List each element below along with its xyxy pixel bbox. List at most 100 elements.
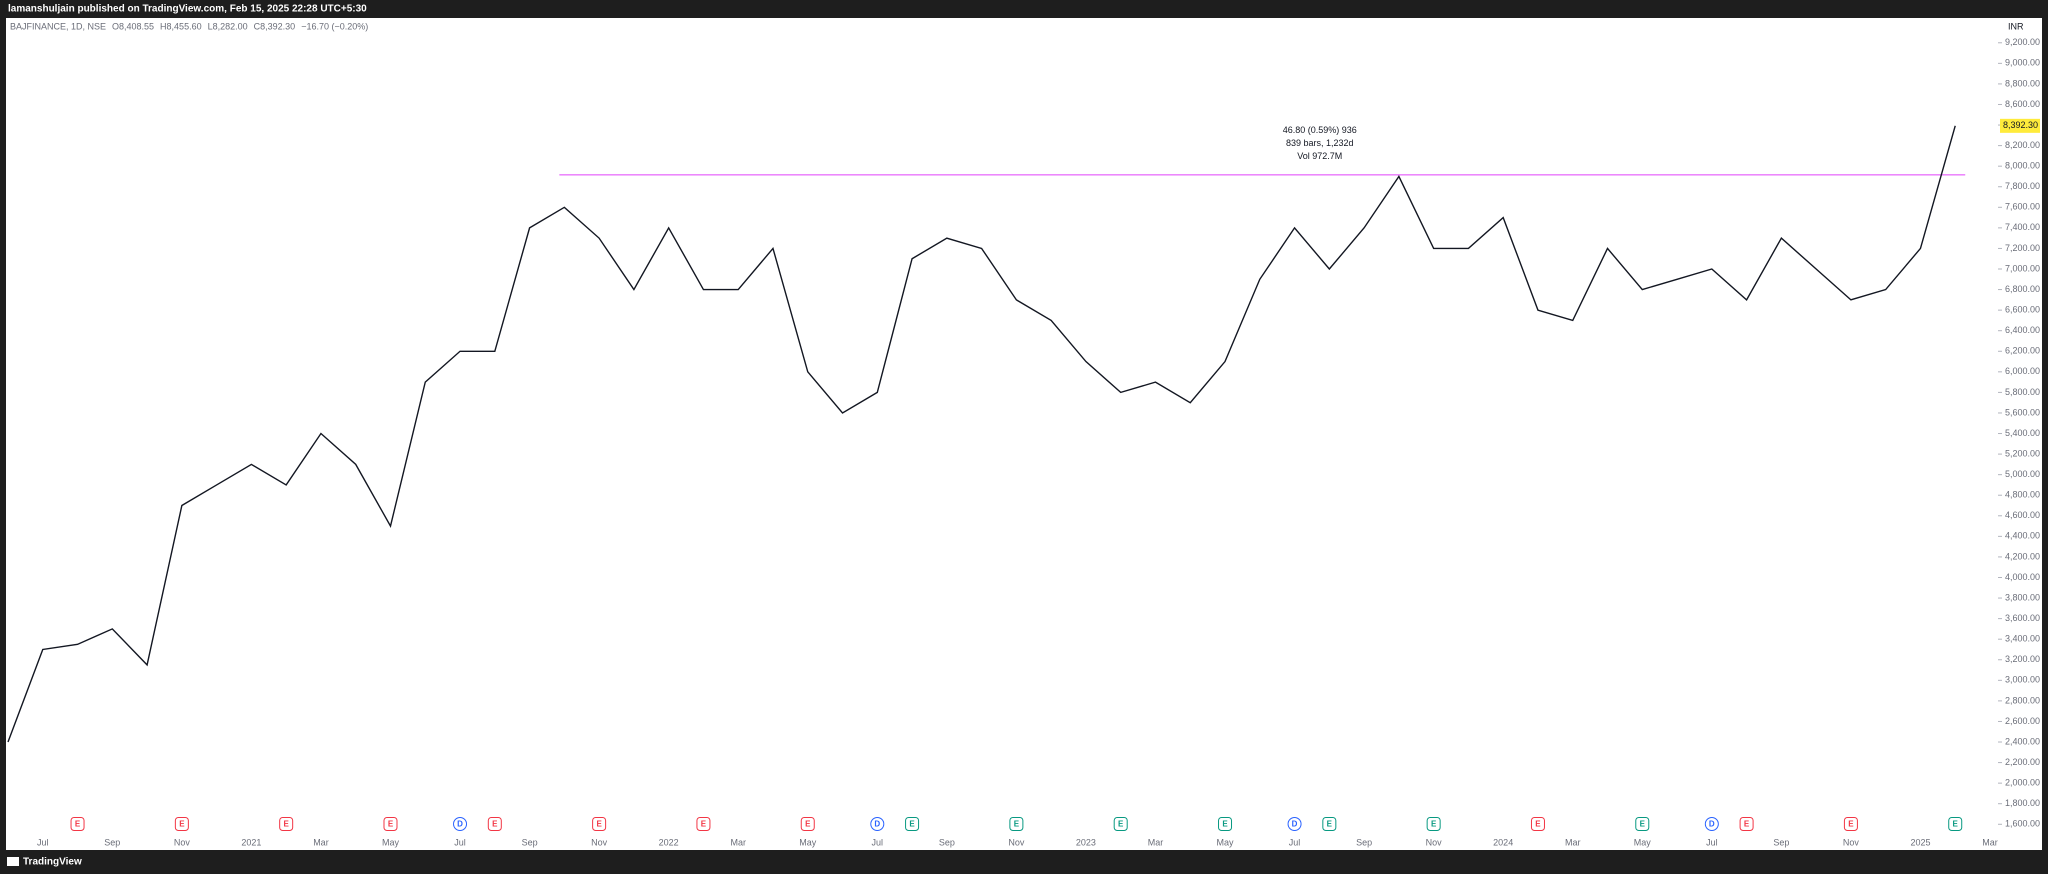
event-marker: E (800, 817, 815, 831)
event-label: E (1535, 820, 1541, 829)
event-marker: E (1843, 817, 1858, 831)
event-marker: E (487, 817, 502, 831)
measure-label: 839 bars, 1,232d (1286, 138, 1354, 148)
event-badge (1426, 817, 1441, 831)
y-tick-label: 8,000.00 (2005, 161, 2040, 171)
event-marker: E (383, 817, 398, 831)
last-price-label: 8,392.30 (2003, 120, 2038, 130)
event-marker: E (696, 817, 711, 831)
y-tick-label: 8,800.00 (2005, 78, 2040, 88)
y-tick-label: 4,200.00 (2005, 551, 2040, 561)
x-tick-label: 2025 (1910, 837, 1930, 847)
y-tick-label: 2,600.00 (2005, 716, 2040, 726)
event-marker: E (279, 817, 294, 831)
event-label: E (1640, 820, 1646, 829)
event-badge (1113, 817, 1128, 831)
event-label: E (1118, 820, 1124, 829)
event-badge (174, 817, 189, 831)
event-marker: D (870, 817, 885, 831)
last-price-tag (2000, 118, 2040, 133)
x-tick-label: Mar (1565, 837, 1581, 847)
x-tick-label: May (1634, 837, 1652, 847)
y-tick-label: 7,200.00 (2005, 243, 2040, 253)
event-marker: E (1218, 817, 1233, 831)
y-tick-label: 3,400.00 (2005, 634, 2040, 644)
x-tick-label: 2021 (241, 837, 261, 847)
event-label: E (1953, 820, 1959, 829)
x-tick-label: Mar (730, 837, 746, 847)
y-tick-label: 4,800.00 (2005, 490, 2040, 500)
event-label: E (701, 820, 707, 829)
y-tick-label: 4,600.00 (2005, 510, 2040, 520)
event-marker: D (1704, 817, 1719, 831)
y-tick-label: 8,200.00 (2005, 140, 2040, 150)
y-tick-label: 6,400.00 (2005, 325, 2040, 335)
y-tick-label: 2,800.00 (2005, 695, 2040, 705)
y-tick-label: 5,400.00 (2005, 428, 2040, 438)
event-badge (1287, 817, 1302, 831)
event-label: E (909, 820, 915, 829)
symbol: BAJFINANCE, 1D, NSE (10, 21, 106, 31)
x-tick-label: Jul (1289, 837, 1301, 847)
y-tick-label: 5,000.00 (2005, 469, 2040, 479)
y-tick-label: 9,200.00 (2005, 37, 2040, 47)
event-marker: E (1530, 817, 1545, 831)
y-tick-label: 7,800.00 (2005, 181, 2040, 191)
y-tick-label: 3,000.00 (2005, 675, 2040, 685)
x-tick-label: Nov (1426, 837, 1443, 847)
y-tick-label: 9,000.00 (2005, 58, 2040, 68)
event-badge (1009, 817, 1024, 831)
x-tick-label: 2024 (1493, 837, 1513, 847)
y-tick-label: 8,600.00 (2005, 99, 2040, 109)
event-label: E (388, 820, 394, 829)
event-label: E (492, 820, 498, 829)
x-tick-label: May (799, 837, 817, 847)
event-marker: D (1287, 817, 1302, 831)
logo (7, 857, 19, 866)
y-tick-label: 2,200.00 (2005, 757, 2040, 767)
y-tick-label: 2,000.00 (2005, 778, 2040, 788)
y-tick-label: 7,400.00 (2005, 222, 2040, 232)
x-tick-label: Jul (454, 837, 466, 847)
x-tick-label: Nov (1008, 837, 1025, 847)
x-tick-label: Mar (1982, 837, 1998, 847)
event-badge (383, 817, 398, 831)
event-marker: E (592, 817, 607, 831)
x-tick-label: 2022 (659, 837, 679, 847)
x-tick-label: Nov (1843, 837, 1860, 847)
event-label: E (75, 820, 81, 829)
event-badge (1843, 817, 1858, 831)
x-tick-label: Sep (522, 837, 538, 847)
event-badge (696, 817, 711, 831)
event-badge (592, 817, 607, 831)
y-tick-label: 4,400.00 (2005, 531, 2040, 541)
ohlc-value: O8,408.55 (112, 21, 154, 31)
y-tick-label: 5,600.00 (2005, 407, 2040, 417)
y-tick-label: 2,400.00 (2005, 736, 2040, 746)
event-badge (1948, 817, 1963, 831)
x-tick-label: Mar (313, 837, 329, 847)
event-label: E (1848, 820, 1854, 829)
event-marker: E (174, 817, 189, 831)
event-badge (905, 817, 920, 831)
x-tick-label: Sep (939, 837, 955, 847)
y-tick-label: 6,000.00 (2005, 366, 2040, 376)
ohlc-value: H8,455.60 (160, 21, 202, 31)
event-marker: E (1948, 817, 1963, 831)
event-label: E (1744, 820, 1750, 829)
y-tick-label: 6,600.00 (2005, 305, 2040, 315)
event-label: D (1709, 820, 1715, 829)
event-badge (279, 817, 294, 831)
event-label: E (1014, 820, 1020, 829)
ohlc-value: −16.70 (−0.20%) (301, 21, 368, 31)
event-badge (1322, 817, 1337, 831)
y-tick-label: 1,800.00 (2005, 798, 2040, 808)
y-tick-label: 7,000.00 (2005, 263, 2040, 273)
y-tick-label: 7,600.00 (2005, 202, 2040, 212)
chart-pane (6, 18, 2042, 850)
y-tick-label: 5,800.00 (2005, 387, 2040, 397)
x-tick-label: May (382, 837, 400, 847)
x-tick-label: Nov (591, 837, 608, 847)
event-marker: E (1009, 817, 1024, 831)
